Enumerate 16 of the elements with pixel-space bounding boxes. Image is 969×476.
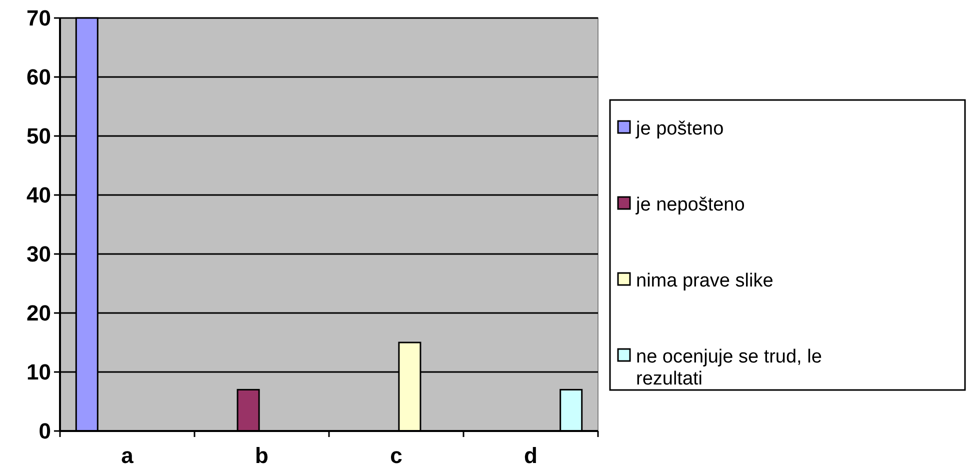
legend-label: je nepošteno [635, 194, 745, 216]
y-tick-label: 10 [26, 360, 51, 385]
x-tick-label: b [255, 443, 268, 468]
y-tick-label: 20 [26, 300, 51, 326]
x-tick-label: d [524, 443, 538, 468]
x-tick-label: a [121, 443, 134, 468]
legend-label: ne ocenjuje se trud, le rezultati [636, 346, 822, 390]
y-tick-label: 0 [38, 418, 51, 444]
y-tick-label: 60 [26, 64, 51, 90]
x-tick-label: c [390, 443, 402, 468]
legend-label: je pošteno [635, 118, 724, 140]
y-tick-label: 50 [26, 124, 51, 149]
y-tick-label: 40 [26, 182, 51, 208]
legend-label: nima prave slike [636, 270, 774, 292]
y-tick-label: 30 [26, 242, 51, 267]
y-tick-label: 70 [26, 6, 51, 31]
